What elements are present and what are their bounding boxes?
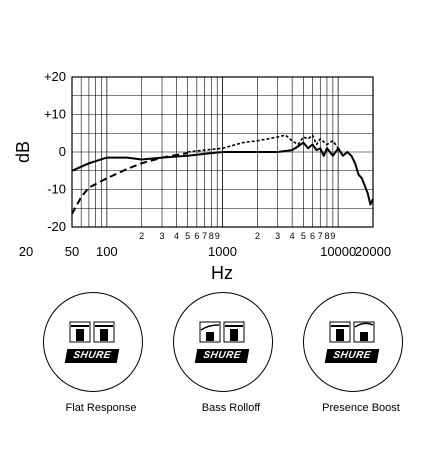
x-minor-tick-label: 4 <box>174 231 179 241</box>
presence-switch-icon <box>329 321 375 343</box>
x-minor-tick-label: 9 <box>330 231 335 241</box>
series-line-dashed <box>71 152 188 215</box>
x-minor-tick-label: 8 <box>324 231 329 241</box>
y-tick-label: +10 <box>44 107 66 122</box>
shure-logo: SHURE <box>324 349 380 363</box>
x-minor-tick-label: 9 <box>215 231 220 241</box>
series-line-dotted <box>187 134 339 153</box>
x-minor-tick-label: 4 <box>290 231 295 241</box>
switch-flat-response: SHURE Flat Response <box>31 290 171 450</box>
y-axis-ticks: +20 +10 0 -10 -20 <box>44 69 66 234</box>
y-tick-label: -10 <box>47 182 66 197</box>
flat-switch-icon <box>69 321 115 343</box>
x-tick-label: 1000 <box>208 244 237 259</box>
x-minor-tick-label: 3 <box>275 231 280 241</box>
y-tick-label: -20 <box>47 219 66 234</box>
x-minor-tick-label: 3 <box>160 231 165 241</box>
x-minor-tick-label: 2 <box>139 231 144 241</box>
x-minor-tick-label: 2 <box>255 231 260 241</box>
series-line-solid <box>71 141 374 206</box>
switch-circle: SHURE <box>303 292 403 392</box>
switch-label: Flat Response <box>65 402 137 414</box>
switch-label: Bass Rolloff <box>201 402 261 414</box>
x-minor-tick-label: 7 <box>318 231 323 241</box>
x-minor-tick-label: 5 <box>301 231 306 241</box>
shure-logo: SHURE <box>194 349 250 363</box>
x-tick-label: 20000 <box>355 244 391 259</box>
x-tick-label: 50 <box>65 244 79 259</box>
y-tick-label: 0 <box>59 144 66 159</box>
switch-label: Presence Boost <box>322 402 400 414</box>
chart-series <box>71 134 374 215</box>
x-minor-tick-label: 8 <box>209 231 214 241</box>
x-minor-tick-label: 5 <box>185 231 190 241</box>
x-minor-tick-label: 6 <box>310 231 315 241</box>
x-tick-label: 20 <box>19 244 33 259</box>
x-minor-tick-label: 7 <box>202 231 207 241</box>
x-tick-label: 100 <box>96 244 118 259</box>
y-tick-label: +20 <box>44 69 66 84</box>
switch-circle: SHURE <box>173 292 273 392</box>
switch-presence-boost: SHURE Presence Boost <box>291 290 431 450</box>
switch-bass-rolloff: SHURE Bass Rolloff <box>161 290 301 450</box>
plot-frame <box>71 76 374 228</box>
x-minor-tick-label: 6 <box>194 231 199 241</box>
rolloff-switch-icon <box>199 321 245 343</box>
y-axis-title: dB <box>13 141 33 163</box>
x-tick-label: 10000 <box>320 244 356 259</box>
x-axis-title: Hz <box>211 263 233 283</box>
switch-circle: SHURE <box>43 292 143 392</box>
shure-logo: SHURE <box>64 349 120 363</box>
